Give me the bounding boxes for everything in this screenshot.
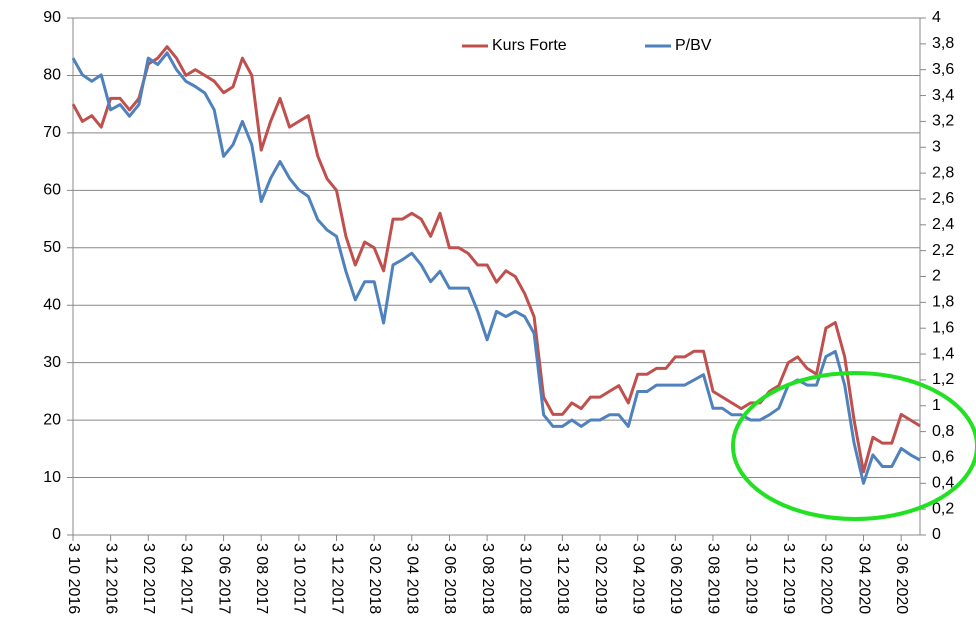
x-tick-label: 3 02 2018 [366, 543, 383, 614]
y-tick-label: 0 [52, 526, 61, 543]
y2-tick-label: 3 [932, 138, 941, 155]
y2-tick-label: 1,8 [932, 294, 954, 311]
line-series [71, 51, 921, 485]
y-tick-label: 30 [43, 354, 61, 371]
y2-tick-label: 1,4 [932, 345, 954, 362]
y2-tick-label: 0,2 [932, 500, 954, 517]
y2-tick-label: 0,8 [932, 423, 954, 440]
x-tick-label: 3 08 2018 [479, 543, 496, 614]
y2-tick-label: 3,6 [932, 61, 954, 78]
x-tick-label: 3 10 2016 [65, 543, 82, 614]
x-tick-label: 3 10 2018 [516, 543, 533, 614]
y2-tick-label: 3,4 [932, 87, 954, 104]
y2-tick-label: 0,6 [932, 449, 954, 466]
y2-tick-label: 2,2 [932, 242, 954, 259]
x-tick-label: 3 02 2020 [818, 543, 835, 614]
y2-tick-label: 1,6 [932, 319, 954, 336]
y-tick-label: 50 [43, 239, 61, 256]
y-tick-label: 10 [43, 469, 61, 486]
legend-label: P/BV [675, 37, 712, 54]
x-tick-label: 3 04 2017 [178, 543, 195, 614]
x-tick-label: 3 10 2017 [291, 543, 308, 614]
y2-tick-label: 2,6 [932, 190, 954, 207]
y-tick-label: 90 [43, 9, 61, 26]
x-tick-label: 3 02 2019 [592, 543, 609, 614]
y-tick-label: 70 [43, 124, 61, 141]
x-tick-label: 3 08 2019 [705, 543, 722, 614]
y2-tick-label: 4 [932, 9, 941, 26]
x-tick-label: 3 12 2016 [102, 543, 119, 614]
y-tick-label: 80 [43, 67, 61, 84]
x-tick-label: 3 12 2019 [780, 543, 797, 614]
x-tick-label: 3 08 2017 [253, 543, 270, 614]
x-tick-label: 3 02 2017 [140, 543, 157, 614]
legend-label: Kurs Forte [492, 37, 567, 54]
y2-tick-label: 0,4 [932, 475, 954, 492]
y-tick-label: 60 [43, 182, 61, 199]
y2-tick-label: 1,2 [932, 371, 954, 388]
highlight-ellipse [731, 371, 976, 521]
line-series [71, 45, 921, 474]
y-tick-label: 40 [43, 296, 61, 313]
x-tick-label: 3 12 2018 [554, 543, 571, 614]
y2-tick-label: 2,8 [932, 164, 954, 181]
x-tick-label: 3 04 2020 [855, 543, 872, 614]
y2-tick-label: 2,4 [932, 216, 954, 233]
y-tick-label: 20 [43, 411, 61, 428]
x-tick-label: 3 04 2019 [629, 543, 646, 614]
x-tick-label: 3 10 2019 [742, 543, 759, 614]
y2-tick-label: 3,8 [932, 35, 954, 52]
x-tick-label: 3 06 2020 [893, 543, 910, 614]
x-tick-label: 3 06 2017 [215, 543, 232, 614]
x-tick-label: 3 04 2018 [404, 543, 421, 614]
y2-tick-label: 2 [932, 268, 941, 285]
x-tick-label: 3 06 2019 [667, 543, 684, 614]
y2-tick-label: 3,2 [932, 113, 954, 130]
x-tick-label: 3 06 2018 [441, 543, 458, 614]
y2-tick-label: 1 [932, 397, 941, 414]
x-tick-label: 3 12 2017 [328, 543, 345, 614]
y2-tick-label: 0 [932, 526, 941, 543]
